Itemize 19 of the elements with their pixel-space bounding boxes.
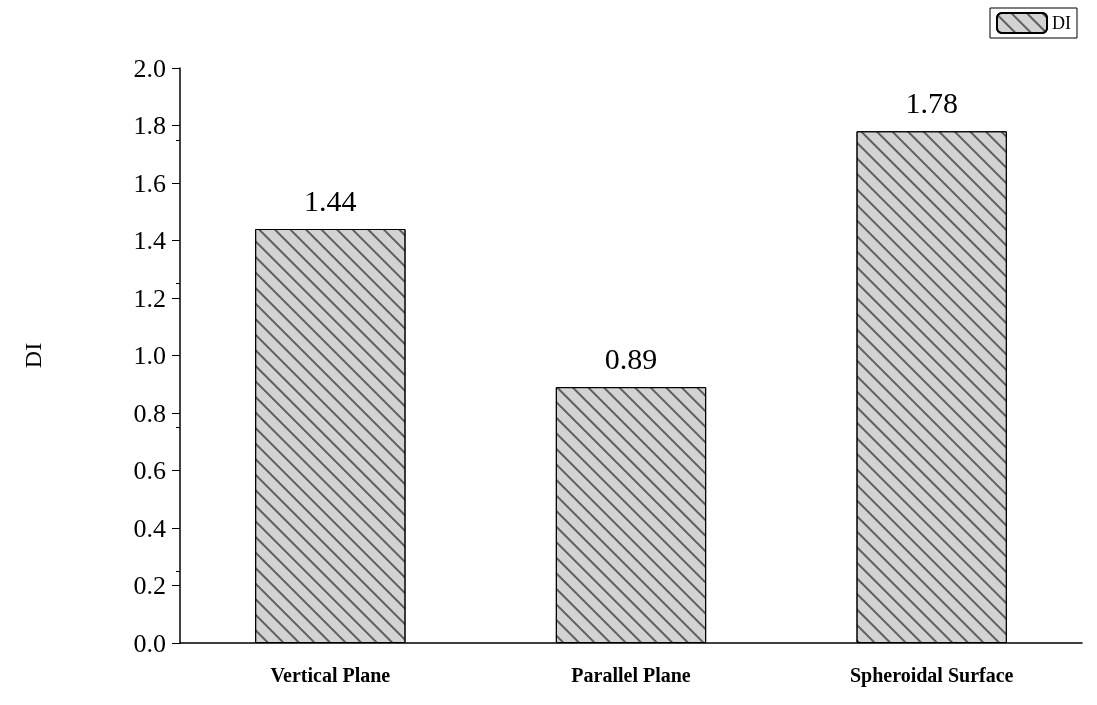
y-tick-label: 0.8 <box>133 398 166 428</box>
y-axis-title: DI <box>20 342 46 369</box>
y-tick-label: 1.0 <box>133 341 166 370</box>
y-tick-label: 0.2 <box>133 571 166 600</box>
data-label: 0.89 <box>604 341 658 375</box>
x-tick-label: Vertical Plane <box>270 664 391 686</box>
y-tick-label: 0.6 <box>133 456 166 485</box>
x-tick-label: Parallel Plane <box>571 664 691 686</box>
y-tick-label: 1.8 <box>133 111 166 140</box>
legend-label: DI <box>1052 13 1072 33</box>
y-tick-label: 1.6 <box>133 168 166 198</box>
data-label: 1.78 <box>905 85 958 119</box>
y-tick-label: 0.0 <box>133 628 166 658</box>
data-label: 1.44 <box>304 183 357 217</box>
y-tick-label: 0.4 <box>133 513 166 543</box>
y-tick-label: 1.4 <box>133 226 166 255</box>
y-tick-label: 2.0 <box>133 53 166 83</box>
y-tick-label: 1.2 <box>133 283 166 313</box>
x-tick-label: Spheroidal Surface <box>849 664 1014 687</box>
